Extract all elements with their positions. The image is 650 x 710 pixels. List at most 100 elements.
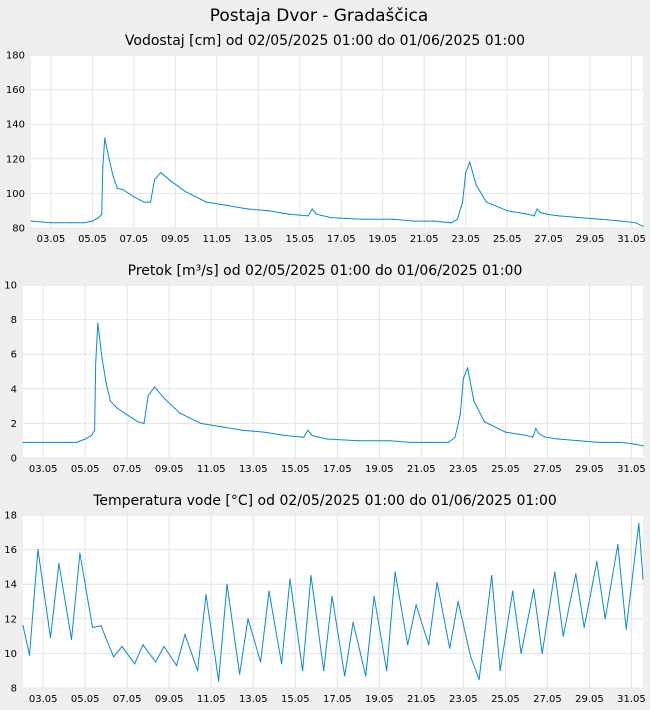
x-tick-label: 27.05 (533, 694, 562, 705)
data-point (242, 429, 244, 431)
data-point (28, 654, 31, 656)
data-point (431, 441, 433, 444)
y-tick-label: 18 (4, 511, 17, 522)
data-point (284, 434, 286, 437)
data-point (461, 201, 464, 203)
data-point (91, 220, 93, 222)
data-point (71, 222, 73, 224)
data-point (625, 628, 627, 630)
data-point (579, 217, 581, 219)
data-point (415, 604, 417, 606)
data-point (599, 218, 602, 220)
data-point (90, 434, 93, 437)
data-point (407, 644, 409, 646)
data-point (642, 445, 644, 447)
y-tick-label: 12 (4, 614, 17, 625)
data-point (448, 441, 450, 444)
data-point (506, 210, 508, 212)
data-point (50, 222, 52, 224)
y-tick-label: 80 (12, 224, 25, 235)
data-point (58, 562, 60, 565)
y-tick-label: 4 (11, 384, 17, 395)
data-point (147, 395, 149, 397)
data-point (538, 433, 540, 435)
data-point (37, 549, 39, 551)
series-line (30, 137, 644, 227)
data-point (142, 644, 144, 646)
data-point (205, 201, 208, 203)
data-point (527, 213, 529, 215)
data-point (449, 647, 451, 649)
data-point (95, 362, 97, 364)
x-tick-label: 31.05 (617, 694, 646, 705)
data-point (108, 158, 110, 160)
chart-panel-3: Temperatura vode [°C] od 02/05/2025 01:0… (4, 493, 645, 705)
data-point (160, 172, 162, 174)
data-point (83, 222, 85, 224)
data-point (116, 407, 118, 409)
data-point (100, 625, 102, 627)
x-tick-label: 11.05 (197, 464, 226, 475)
x-tick-label: 05.05 (78, 234, 107, 245)
data-point (63, 441, 65, 444)
data-point (462, 377, 464, 380)
data-point (109, 400, 112, 402)
data-point (578, 440, 580, 442)
data-point (604, 618, 606, 620)
data-point (525, 434, 527, 437)
data-point (470, 656, 472, 658)
y-tick-label: 180 (6, 51, 25, 62)
data-point (583, 626, 585, 629)
x-tick-label: 17.05 (327, 234, 356, 245)
data-point (539, 211, 541, 214)
y-tick-label: 8 (11, 315, 17, 326)
data-point (247, 618, 249, 620)
data-point (365, 675, 367, 677)
data-point (533, 588, 535, 590)
x-tick-label: 23.05 (451, 234, 480, 245)
data-point (97, 322, 99, 324)
data-point (330, 217, 332, 219)
data-point (599, 441, 601, 444)
data-point (454, 436, 456, 438)
data-point (562, 635, 564, 637)
data-point (112, 175, 114, 177)
data-point (98, 217, 100, 219)
data-point (352, 621, 354, 623)
data-point (268, 590, 270, 592)
x-tick-label: 25.05 (493, 234, 522, 245)
data-point (91, 626, 94, 629)
data-point (575, 573, 577, 575)
data-point (483, 421, 485, 423)
data-point (545, 213, 548, 215)
data-point (485, 201, 488, 203)
x-tick-label: 15.05 (281, 694, 310, 705)
data-point (436, 581, 438, 584)
data-point (504, 431, 506, 433)
data-point (196, 670, 199, 672)
data-point (49, 637, 52, 639)
data-point (101, 357, 103, 359)
x-tick-label: 23.05 (449, 694, 478, 705)
data-point (450, 222, 452, 224)
data-point (170, 180, 172, 182)
data-point (239, 673, 241, 675)
data-point (466, 367, 469, 369)
data-point (175, 664, 178, 667)
data-point (331, 595, 333, 597)
x-tick-label: 17.05 (323, 694, 352, 705)
chart-title: Pretok [m³/s] od 02/05/2025 01:00 do 01/… (128, 263, 523, 279)
data-point (101, 213, 103, 215)
data-point (428, 644, 430, 646)
x-tick-label: 09.05 (161, 234, 190, 245)
data-point (491, 574, 493, 577)
data-point (620, 220, 622, 222)
data-point (143, 422, 145, 424)
data-point (373, 595, 375, 597)
y-tick-label: 120 (6, 154, 25, 165)
x-tick-label: 11.05 (202, 234, 231, 245)
data-point (221, 426, 223, 428)
data-point (459, 414, 461, 416)
x-tick-label: 11.05 (197, 694, 226, 705)
